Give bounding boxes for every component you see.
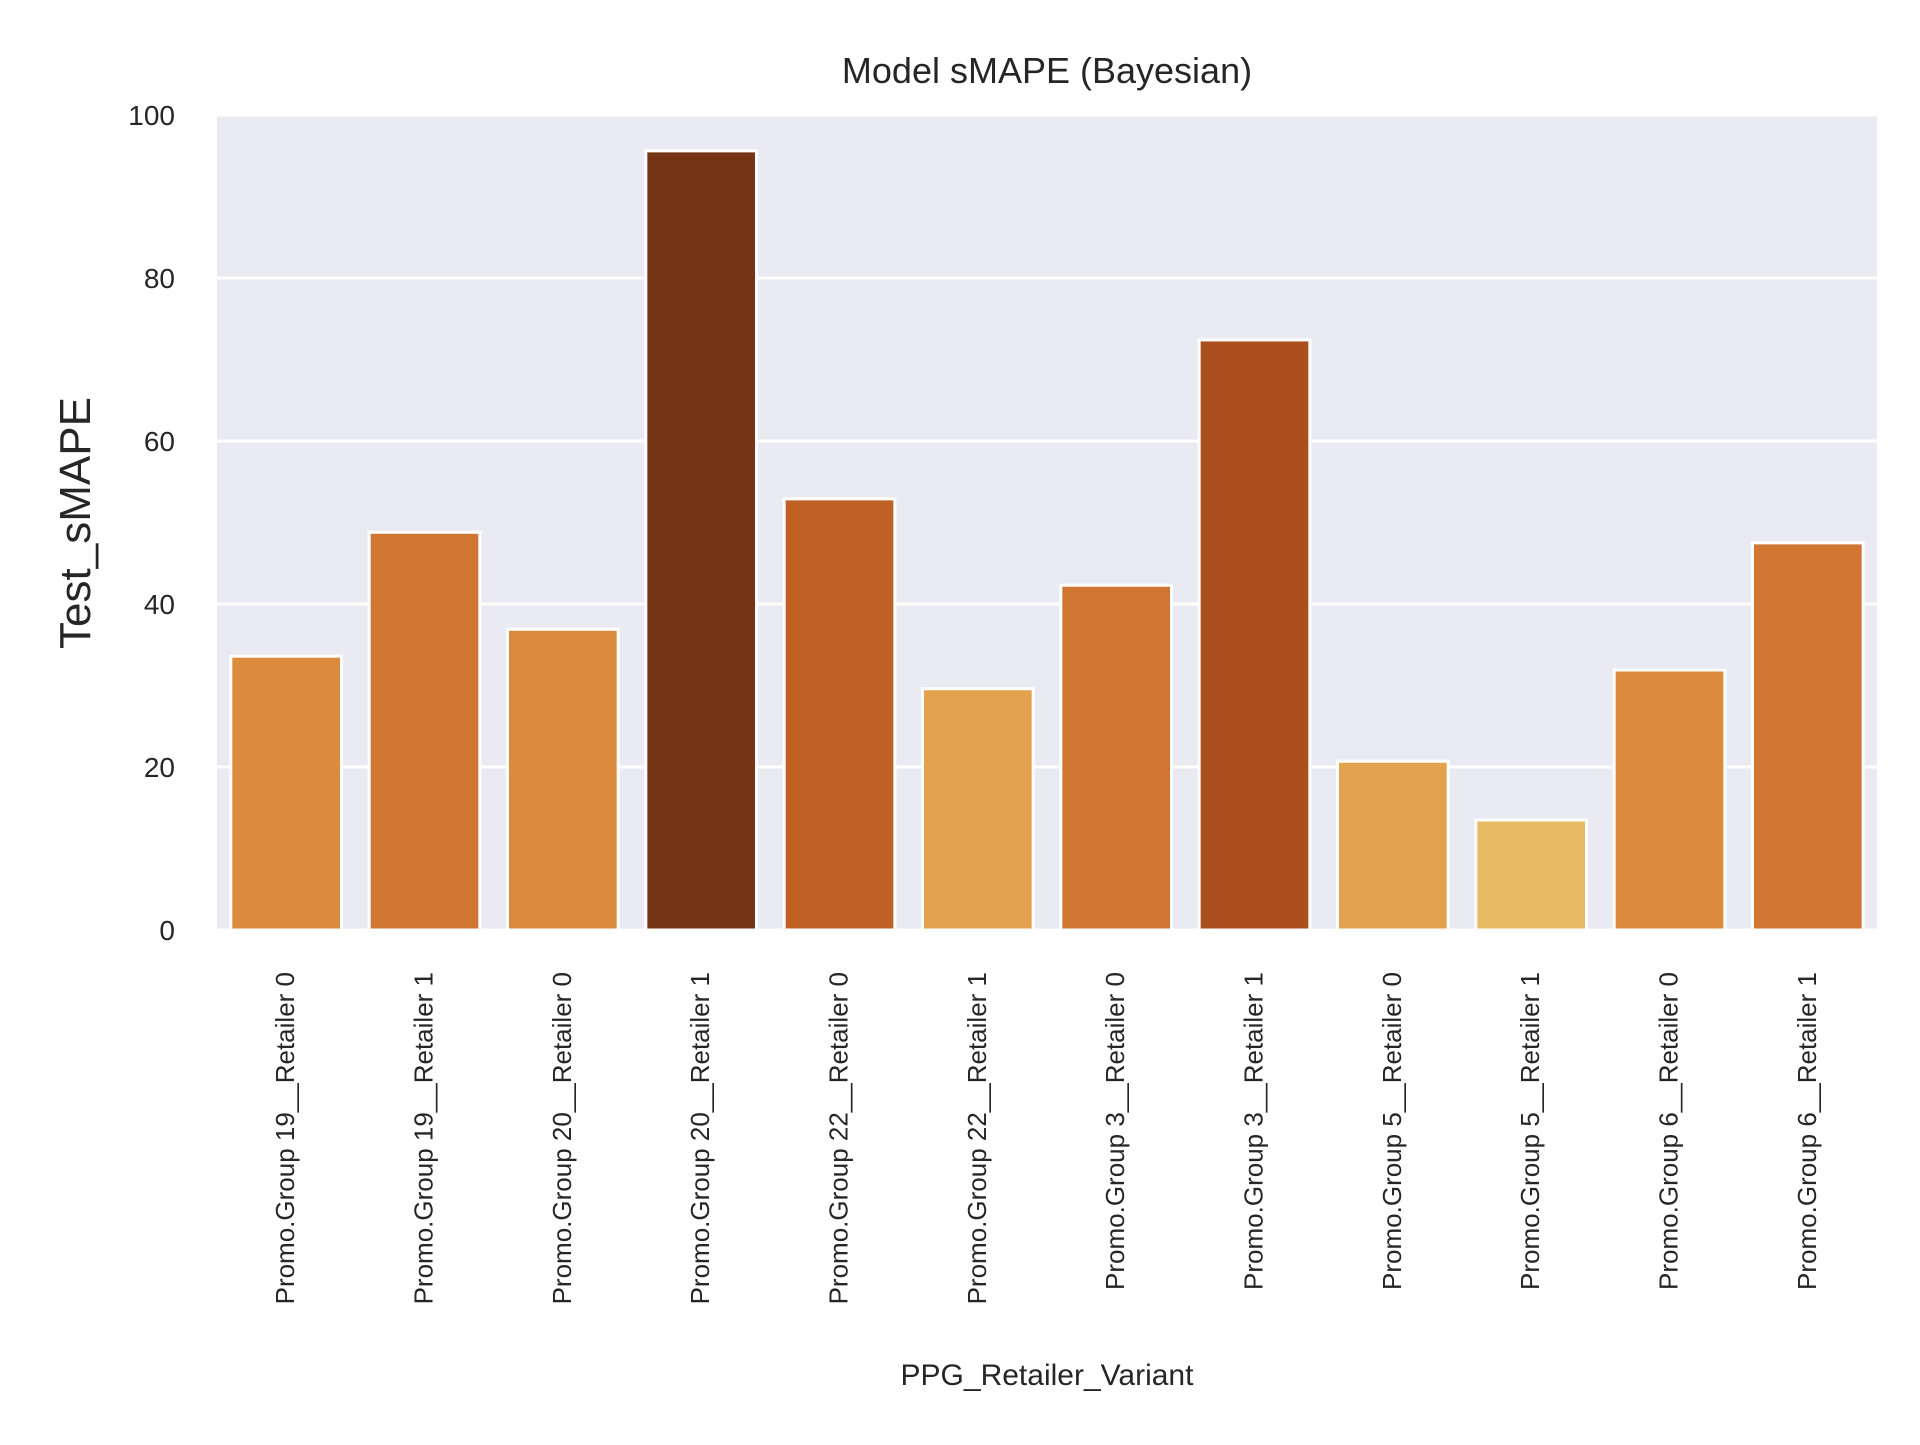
bar [1612, 668, 1727, 932]
x-tick-labels: Promo.Group 19__Retailer 0 Promo.Group 19… [270, 972, 1822, 1304]
x-tick-label: Promo.Group 6__Retailer 0 [1654, 972, 1684, 1290]
bar [782, 497, 897, 932]
plot-area [217, 115, 1877, 930]
y-tick-label: 0 [159, 915, 175, 946]
y-tick-label: 100 [128, 100, 175, 131]
bar [506, 627, 620, 932]
y-tick-label: 40 [144, 589, 175, 620]
bars [229, 149, 1865, 932]
bar [1336, 759, 1450, 932]
bar [229, 654, 343, 932]
x-tick-label: Promo.Group 5__Retailer 0 [1377, 972, 1407, 1290]
bar [367, 530, 482, 932]
y-tick-labels: 0 20 40 60 80 100 [128, 100, 175, 946]
chart-title: Model sMAPE (Bayesian) [842, 50, 1252, 91]
x-tick-label: Promo.Group 20__Retailer 1 [685, 972, 715, 1304]
bar [1474, 818, 1589, 932]
x-tick-label: Promo.Group 3__Retailer 0 [1100, 972, 1130, 1290]
x-tick-label: Promo.Group 5__Retailer 1 [1515, 972, 1545, 1290]
x-tick-label: Promo.Group 6__Retailer 1 [1792, 972, 1822, 1290]
bar [1751, 541, 1865, 932]
x-tick-label: Promo.Group 22__Retailer 0 [824, 972, 854, 1304]
y-axis-label: Test_sMAPE [51, 397, 100, 649]
x-axis-label: PPG_Retailer_Variant [901, 1359, 1195, 1392]
gridlines [217, 113, 1877, 932]
bar [644, 149, 758, 932]
y-tick-label: 20 [144, 752, 175, 783]
bar [1059, 583, 1174, 932]
x-tick-label: Promo.Group 3__Retailer 1 [1239, 972, 1269, 1290]
bar [1197, 338, 1312, 932]
x-tick-label: Promo.Group 19__Retailer 0 [270, 972, 300, 1304]
x-tick-label: Promo.Group 20__Retailer 0 [547, 972, 577, 1304]
bar [921, 687, 1035, 932]
y-tick-label: 60 [144, 426, 175, 457]
y-tick-label: 80 [144, 263, 175, 294]
x-tick-label: Promo.Group 19__Retailer 1 [409, 972, 439, 1304]
x-tick-label: Promo.Group 22__Retailer 1 [962, 972, 992, 1304]
